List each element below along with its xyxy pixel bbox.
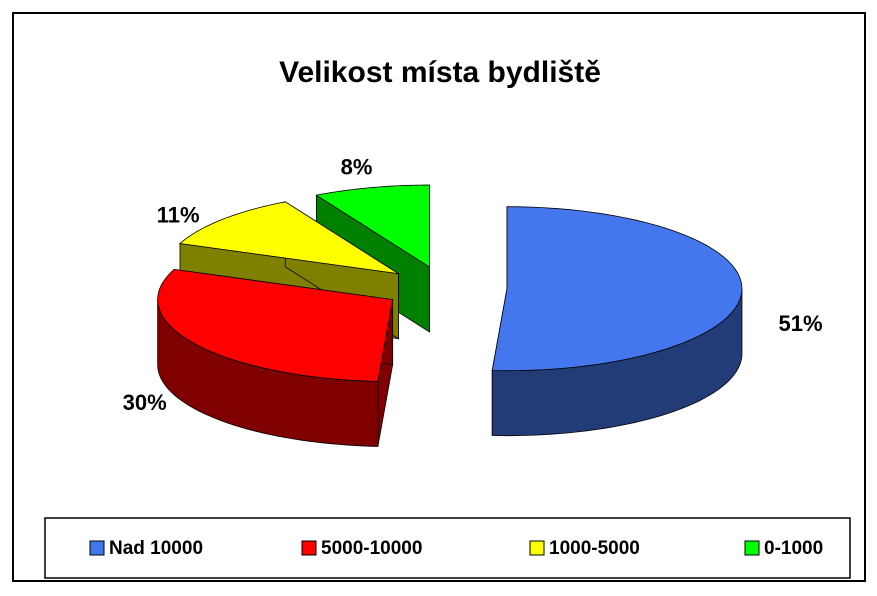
data-label: 30% [123,390,167,415]
legend-label: 5000-10000 [321,538,422,559]
legend-swatch [301,540,317,556]
chart-title: Velikost místa bydliště [279,56,601,89]
slice-top [179,201,399,275]
slice-top [315,184,430,268]
legend-swatch [744,540,760,556]
pie [157,184,743,447]
slice [491,206,743,437]
slice [157,268,394,447]
legend-label: Nad 10000 [109,538,203,559]
slice-top [157,268,394,382]
legend-label: 0-1000 [764,538,823,559]
data-label: 11% [157,203,200,228]
slice-top [491,206,743,372]
legend-swatch [529,540,545,556]
legend-swatch [89,540,105,556]
data-label: 51% [779,311,823,336]
legend-box [44,517,851,579]
legend-label: 1000-5000 [549,538,640,559]
data-label: 8% [341,155,373,180]
